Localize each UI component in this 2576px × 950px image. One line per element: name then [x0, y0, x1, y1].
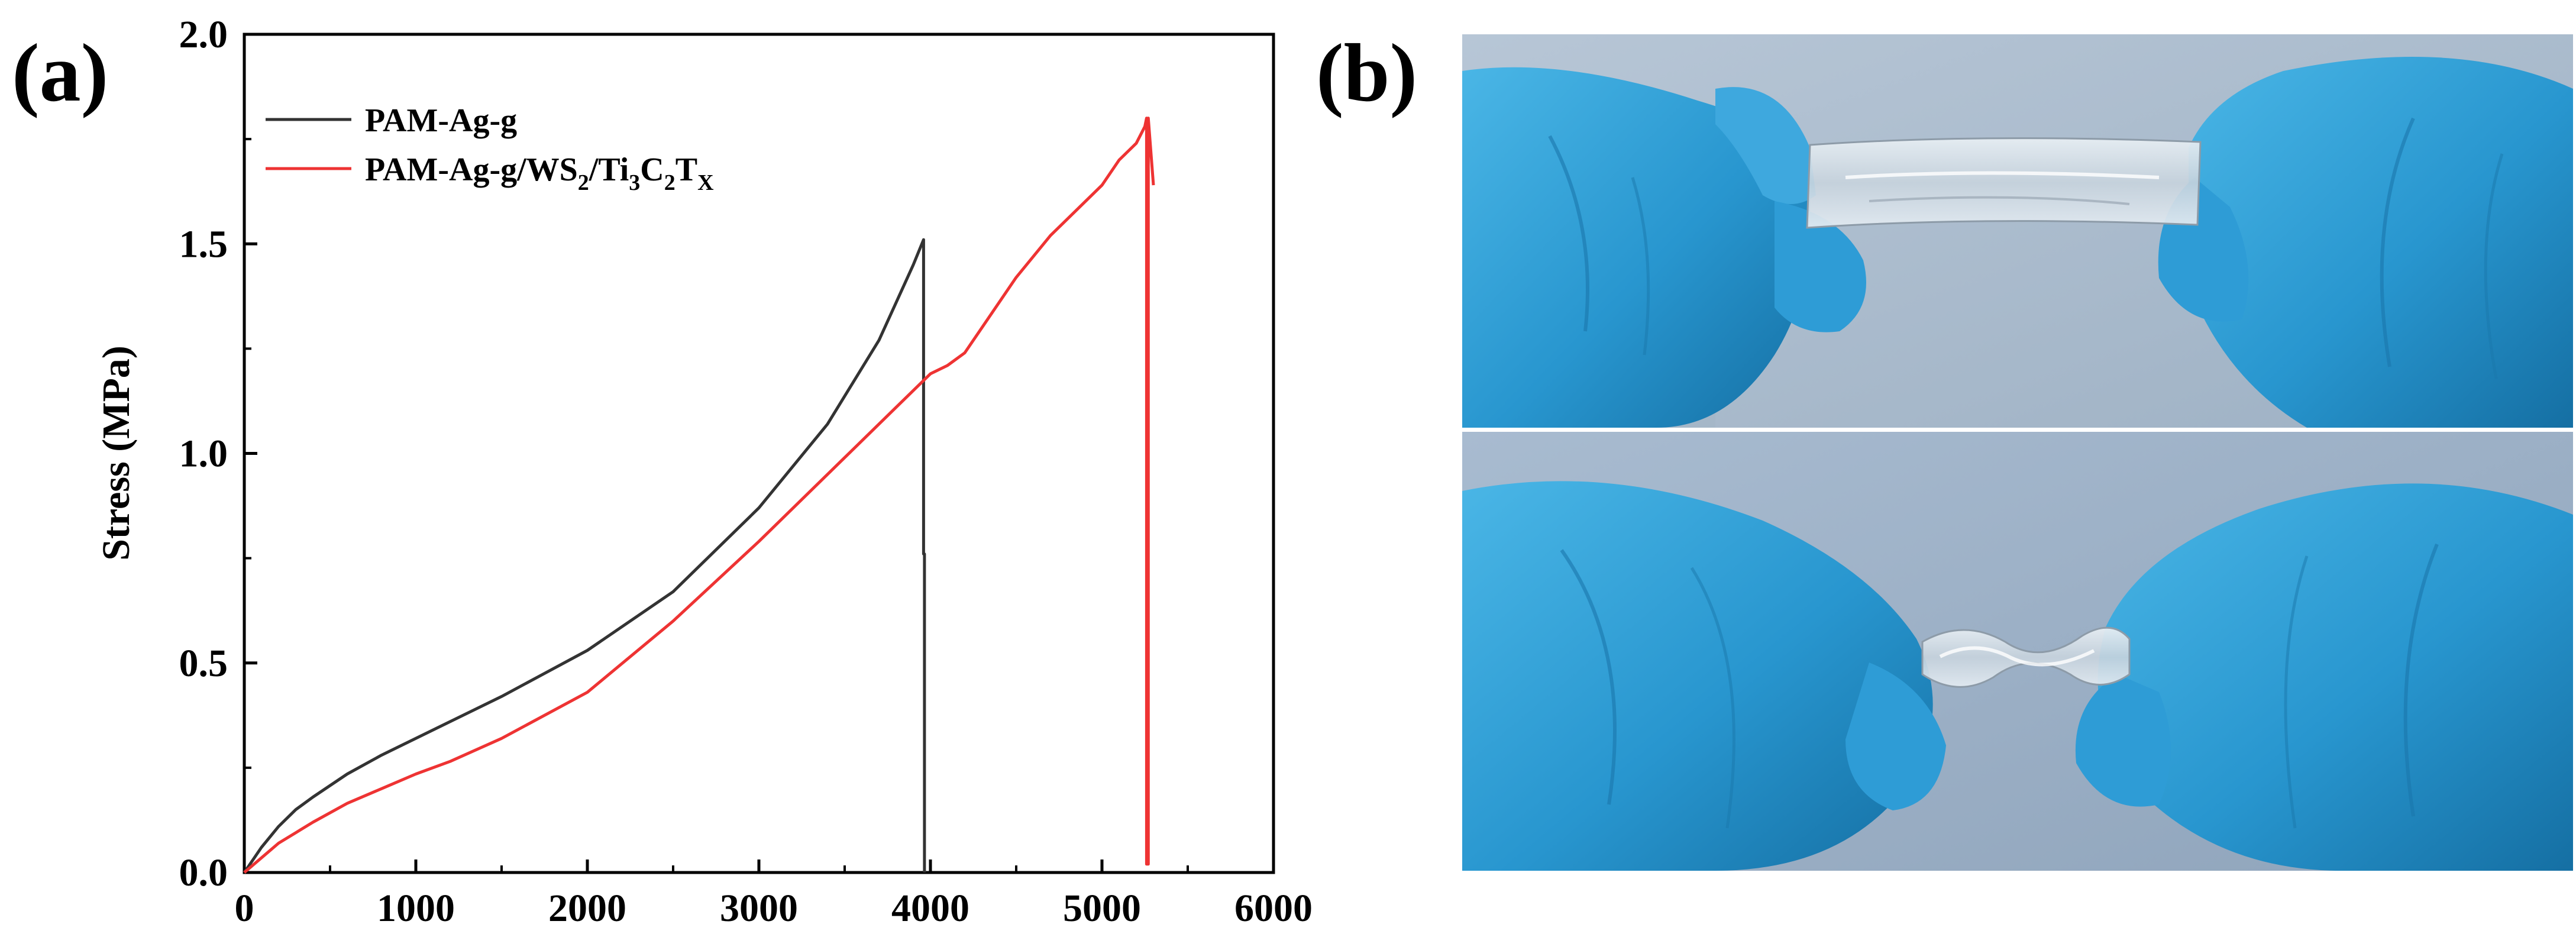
plot-area: 0.0 0.5 1.0 1.5 2.0 0 1000 2000 3000 4000 5000 600…: [179, 13, 1313, 930]
legend: PAM-Ag-g PAM-Ag-g/WS2/Ti3C2TX: [266, 102, 714, 195]
x-axis: 0 1000 2000 3000 4000 5000 6000: [235, 859, 1313, 930]
x-tick-label: 0: [235, 887, 254, 930]
y-axis: 0.0 0.5 1.0 1.5 2.0: [179, 13, 257, 894]
series-line-composite: [243, 117, 1155, 874]
y-tick-label: 2.0: [179, 13, 228, 56]
hydrogel-strip-stretched: [1806, 137, 2202, 229]
panel-b-label: (b): [1316, 27, 1417, 119]
y-tick-label: 1.5: [179, 222, 228, 266]
left-thumb-twist: [1845, 663, 1946, 810]
y-axis-label: Stress (MPa): [95, 345, 138, 561]
x-tick-label: 5000: [1063, 887, 1141, 930]
left-glove: [1462, 67, 1810, 428]
right-glove: [2189, 57, 2573, 428]
left-thumb: [1775, 201, 1866, 332]
x-tick-label: 1000: [377, 887, 455, 930]
panel-a-label: (a): [12, 27, 108, 119]
x-tick-label: 2000: [548, 887, 626, 930]
x-tick-label: 3000: [720, 887, 798, 930]
series-lines: [243, 117, 1155, 874]
y-tick-label: 1.0: [179, 432, 228, 476]
x-tick-label: 4000: [891, 887, 969, 930]
photo-twisted-hydrogel: [1462, 432, 2573, 871]
right-glove-twist: [2097, 483, 2573, 871]
series-line-pam-ag-g: [243, 238, 926, 874]
hydrogel-strip-twisted: [1921, 626, 2131, 688]
right-thumb-twist: [2075, 674, 2171, 807]
photo-stretched-hydrogel: [1462, 34, 2573, 428]
x-tick-label: 6000: [1234, 887, 1313, 930]
y-tick-label: 0.0: [179, 851, 228, 894]
y-tick-label: 0.5: [179, 642, 228, 685]
legend-label-composite: PAM-Ag-g/WS2/Ti3C2TX: [365, 151, 714, 195]
legend-label-pam-ag-g: PAM-Ag-g: [365, 102, 517, 139]
